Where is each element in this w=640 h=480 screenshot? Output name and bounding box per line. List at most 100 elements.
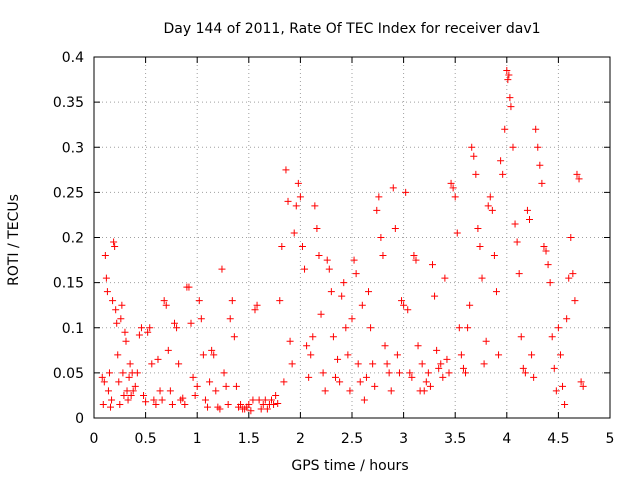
y-tick-label: 0.1 [62,321,84,337]
data-point [201,396,209,404]
data-point [445,369,453,377]
data-point [336,378,344,386]
data-point [129,387,137,395]
data-point [124,396,132,404]
data-point [119,369,127,377]
data-point [383,360,391,368]
data-point [137,324,145,332]
data-point [305,373,313,381]
data-point [319,369,327,377]
data-point [439,373,447,381]
data-point [168,400,176,408]
data-point [495,351,503,359]
data-point [189,373,197,381]
data-point [311,202,319,210]
data-point [122,337,130,345]
data-point [142,398,150,406]
data-point [554,324,562,332]
data-point [381,342,389,350]
data-point [181,400,189,408]
data-point [575,175,583,183]
data-point [505,71,513,79]
data-point [360,396,368,404]
data-point [301,265,309,273]
data-point [451,193,459,201]
x-tick-label: 1.5 [238,431,260,447]
data-point [455,324,463,332]
data-point [478,274,486,282]
data-point [447,179,455,187]
data-point [111,243,119,251]
data-point [114,351,122,359]
data-point [511,220,519,228]
data-point [224,400,232,408]
data-point [497,157,505,165]
data-point [158,396,166,404]
data-point [488,206,496,214]
data-point [197,315,205,323]
data-point [255,396,263,404]
x-tick-label: 2.5 [341,431,363,447]
x-tick-label: 3.5 [444,431,466,447]
x-tick-label: 4 [502,431,511,447]
data-point [490,252,498,260]
data-point [567,234,575,241]
data-point [317,310,325,318]
data-point [536,161,544,169]
data-point [268,396,276,404]
data-point [356,378,364,386]
data-point [412,256,420,264]
data-point [185,283,193,291]
data-point [144,328,152,336]
ticks-layer: 0 0.5 1 1.5 2 2.5 3 3.5 4 4.5 5 0 0.05 0.1 0.15 0.2 0.25… [53,50,615,447]
data-point [517,333,525,341]
data-point [344,351,352,359]
data-point [164,346,172,354]
data-point [492,288,500,296]
data-point [499,170,507,178]
data-point [118,301,126,309]
data-point [127,391,135,399]
data-point [116,400,124,408]
data-point [115,378,123,386]
data-point [329,333,337,341]
data-point [170,319,178,327]
data-point [470,152,478,160]
data-point [272,391,280,399]
chart-title: Day 144 of 2011, Rate Of TEC Index for r… [163,21,540,37]
data-point [534,143,542,151]
data-point [437,360,445,368]
data-point [228,297,236,305]
data-point [334,355,342,363]
data-point [150,396,158,404]
data-point [466,301,474,309]
data-point [561,400,569,408]
data-point [105,369,113,377]
data-point [350,256,358,264]
data-point [422,378,430,386]
data-point [249,396,257,404]
data-point [154,355,162,363]
data-point [373,206,381,214]
data-point [362,373,370,381]
data-point [459,364,467,372]
data-point [506,94,514,102]
data-point [284,197,292,205]
data-point [206,378,214,386]
data-point [270,400,278,408]
data-point [280,378,288,386]
data-point [542,247,550,255]
data-point [259,400,267,408]
data-point [507,103,515,111]
data-point [104,387,112,395]
data-point [288,360,296,368]
data-point [156,387,164,395]
data-point [346,387,354,395]
data-point [474,224,482,232]
data-point [571,297,579,305]
data-point [433,346,441,354]
data-point [563,315,571,323]
data-point [247,407,255,415]
data-point [263,405,271,413]
